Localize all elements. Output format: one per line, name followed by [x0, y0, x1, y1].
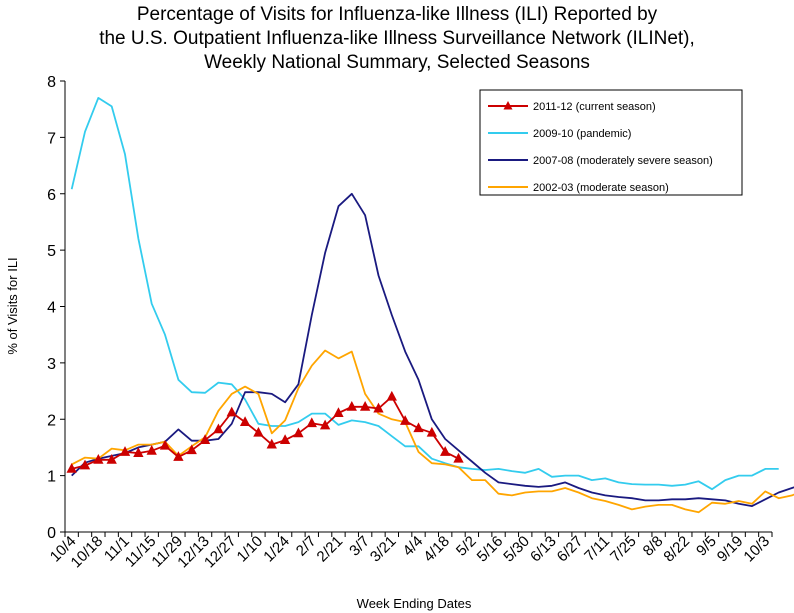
data-point-marker [79, 459, 91, 470]
y-tick-label: 1 [47, 469, 56, 486]
data-point-marker [373, 402, 384, 413]
data-point-marker [333, 407, 344, 417]
x-tick-label: 10/3 [740, 533, 773, 566]
legend: 2011-12 (current season) 2009-10 (pandemi… [479, 89, 743, 196]
data-point-marker [359, 400, 371, 411]
data-point-marker [106, 453, 117, 464]
series-line-0 [71, 395, 459, 470]
legend-entry-2: 2007-08 (moderately severe season) [533, 155, 713, 167]
data-point-marker [173, 451, 184, 461]
legend-entry-3: 2002-03 (moderate season) [533, 182, 669, 194]
data-point-marker [93, 453, 104, 464]
data-point-marker [413, 422, 424, 433]
x-tick-label: 2/21 [314, 533, 347, 566]
data-point-marker [293, 427, 304, 438]
data-point-marker [253, 426, 264, 437]
y-tick-label: 8 [47, 74, 56, 91]
data-point-marker [346, 400, 357, 411]
x-tick-label: 3/21 [367, 533, 400, 566]
data-point-marker [146, 444, 157, 455]
data-point-marker [226, 406, 237, 417]
data-point-marker [239, 416, 251, 426]
y-tick-label: 2 [47, 412, 56, 429]
data-point-marker [319, 419, 331, 430]
chart-title-line-2: the U.S. Outpatient Influenza-like Illne… [99, 28, 695, 49]
x-tick-label: 1/24 [260, 533, 293, 566]
x-tick-label: 1/10 [234, 533, 267, 566]
y-tick-label: 3 [47, 356, 56, 373]
data-point-marker [186, 444, 197, 455]
data-point-marker [279, 434, 291, 445]
x-tick-label: 6/27 [554, 533, 587, 566]
chart-title-line-1: Percentage of Visits for Influenza-like … [137, 4, 658, 25]
data-point-marker [306, 417, 317, 428]
data-point-marker [386, 390, 397, 401]
x-tick-label: 9/19 [714, 533, 747, 566]
y-tick-label: 7 [47, 130, 56, 147]
data-point-marker [213, 423, 224, 434]
x-tick-label: 4/18 [420, 533, 453, 566]
data-point-marker [426, 426, 438, 437]
data-point-marker [399, 415, 411, 425]
y-tick-label: 4 [47, 300, 56, 317]
data-point-marker [266, 438, 277, 449]
series-layer [66, 97, 794, 514]
y-tick-label: 6 [47, 187, 56, 204]
series-line-1 [70, 97, 779, 491]
data-point-marker [440, 446, 451, 456]
data-point-marker [133, 447, 144, 457]
data-point-marker [159, 439, 171, 450]
x-tick-label: 7/11 [581, 533, 613, 565]
series-line-2 [71, 192, 794, 508]
x-axis-label: Week Ending Dates [357, 596, 472, 611]
y-axis-label: % of Visits for ILI [5, 257, 20, 354]
y-tick-label: 5 [47, 243, 56, 260]
x-tick-label: 8/22 [660, 533, 693, 566]
x-tick-label: 5/30 [500, 533, 533, 566]
legend-entry-1: 2009-10 (pandemic) [533, 128, 631, 140]
legend-marker [503, 101, 513, 110]
x-tick-label: 7/25 [607, 533, 640, 566]
x-tick-label: 5/16 [474, 533, 507, 566]
legend-box [479, 89, 743, 196]
x-tick-label: 6/13 [527, 533, 560, 566]
data-point-marker [453, 452, 464, 463]
data-point-marker [66, 463, 77, 473]
legend-entry-0: 2011-12 (current season) [533, 101, 656, 113]
data-point-marker [199, 434, 211, 445]
data-point-marker [119, 446, 131, 456]
y-tick-label: 0 [47, 525, 56, 542]
chart-title-line-3: Weekly National Summary, Selected Season… [204, 52, 590, 73]
series-line-3 [71, 349, 794, 514]
